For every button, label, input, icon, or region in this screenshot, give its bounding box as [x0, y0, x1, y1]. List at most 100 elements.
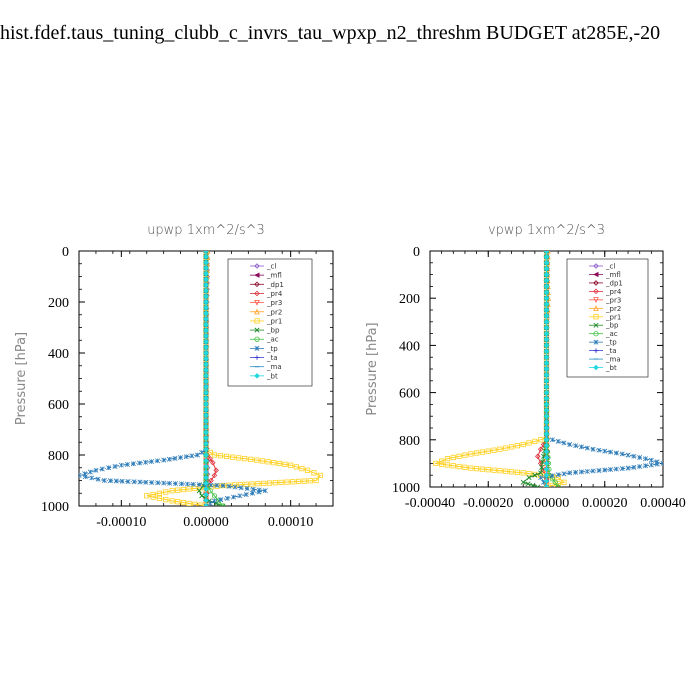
series-point-tp: [654, 461, 660, 467]
series-point-tp: [231, 494, 236, 500]
series-point-pr1: [549, 482, 555, 487]
series-point-pr1: [462, 452, 468, 458]
legend-marker: [254, 272, 260, 278]
series-point-bt: [203, 474, 209, 481]
series-point-bt: [203, 406, 209, 413]
series-point-tp: [561, 440, 567, 446]
series-point-pr1: [150, 494, 156, 500]
series-point-pr4: [213, 467, 219, 474]
series-point-pr1: [249, 481, 255, 487]
series-point-pr1: [186, 500, 192, 506]
series-point-tp: [637, 455, 643, 460]
series-point-pr1: [242, 456, 248, 462]
series-point-tp: [199, 449, 205, 455]
series-point-pr1: [520, 441, 526, 448]
series-point-pr1: [462, 464, 468, 470]
series-point-tp: [237, 493, 243, 499]
series-point-tp: [660, 460, 663, 466]
series-point-tp: [89, 475, 95, 481]
series-point-tp: [195, 452, 201, 458]
legend-label: _dp1: [266, 281, 284, 289]
series-point-bt: [543, 372, 550, 378]
legend-marker: [593, 271, 599, 278]
series-point-bt: [203, 259, 209, 266]
series-point-tp: [608, 449, 614, 455]
series-point-bt: [203, 287, 209, 294]
series-point-tp: [262, 488, 268, 494]
series-point-tp: [124, 461, 130, 467]
series-point-pr1: [248, 456, 254, 462]
series-point-tp: [106, 465, 112, 471]
series-point-bt: [543, 301, 550, 307]
series-point-tp: [549, 473, 555, 479]
series-point-pr1: [217, 453, 224, 459]
series-point-tp: [137, 479, 143, 485]
series-point-bt: [543, 395, 550, 402]
series-point-bt: [543, 389, 550, 396]
series-point-tp: [631, 453, 637, 459]
series-point-pr1: [236, 455, 242, 461]
series-point-tp: [578, 469, 584, 475]
x-tick-label: -0.00010: [96, 515, 146, 530]
series-point-pr1: [276, 460, 282, 467]
series-point-pr1: [526, 440, 532, 446]
y-tick-label: 1000: [41, 500, 69, 515]
series-point-tp: [172, 455, 178, 461]
series-point-pr1: [290, 479, 296, 485]
legend-label: _bp: [266, 327, 280, 335]
series-point-bt: [203, 350, 209, 356]
legend-label: _pr1: [266, 317, 282, 325]
series-point-tp: [590, 446, 596, 452]
series-point-bt: [543, 283, 550, 290]
series-point-pr1: [468, 465, 474, 471]
series-point-tp: [178, 481, 184, 487]
series-point-ac: [211, 493, 218, 499]
series-point-pr1: [180, 486, 187, 493]
series-point-tp: [238, 485, 244, 491]
series-point-tp: [561, 471, 567, 477]
series-point-bt: [203, 361, 209, 368]
series-point-tp: [149, 480, 155, 486]
series-point-pr1: [317, 472, 323, 479]
legend-marker: [254, 336, 260, 342]
legend-label: _pr3: [605, 296, 621, 304]
legend-marker: [254, 373, 260, 379]
series-point-pr1: [456, 463, 462, 470]
legend-label: _ac: [605, 330, 618, 338]
series-point-tp: [82, 474, 88, 480]
series-point-bt: [203, 395, 209, 402]
legend-marker: [593, 331, 599, 337]
legend-label: _ac: [266, 336, 279, 344]
series-point-tp: [538, 475, 544, 481]
series-point-pr1: [307, 478, 313, 484]
series-point-bt: [203, 469, 209, 475]
series-point-tp: [625, 465, 631, 471]
series-point-tp: [183, 454, 189, 460]
series-point-tp: [631, 464, 637, 470]
series-point-pr1: [479, 466, 486, 472]
series-point-bt: [543, 348, 550, 355]
series-point-pr1: [526, 471, 532, 477]
x-tick-label: 0.00000: [524, 496, 570, 511]
series-point-bt: [203, 321, 209, 328]
series-point-pr1: [520, 470, 526, 476]
series-point-bt: [203, 423, 209, 430]
page-title: hist.fdef.taus_tuning_clubb_c_invrs_tau_…: [0, 22, 700, 52]
legend-marker: [593, 322, 599, 328]
series-point-bp: [520, 479, 526, 485]
x-tick-label: 0.00010: [268, 515, 314, 530]
series-point-pr1: [293, 464, 299, 470]
series-point-tp: [619, 466, 625, 472]
series-point-bt: [543, 407, 550, 414]
y-tick-label: 1000: [392, 481, 420, 496]
series-point-bt: [203, 355, 209, 362]
series-point-pr1: [243, 481, 249, 487]
y-tick-label: 600: [399, 387, 420, 402]
series-point-tp: [619, 451, 625, 457]
series-point-bt: [203, 497, 209, 504]
series-point-tp: [590, 468, 596, 474]
series-point-pr4: [211, 472, 218, 479]
series-point-tp: [149, 459, 155, 465]
series-point-tp: [207, 500, 213, 506]
legend-marker: [254, 318, 260, 324]
